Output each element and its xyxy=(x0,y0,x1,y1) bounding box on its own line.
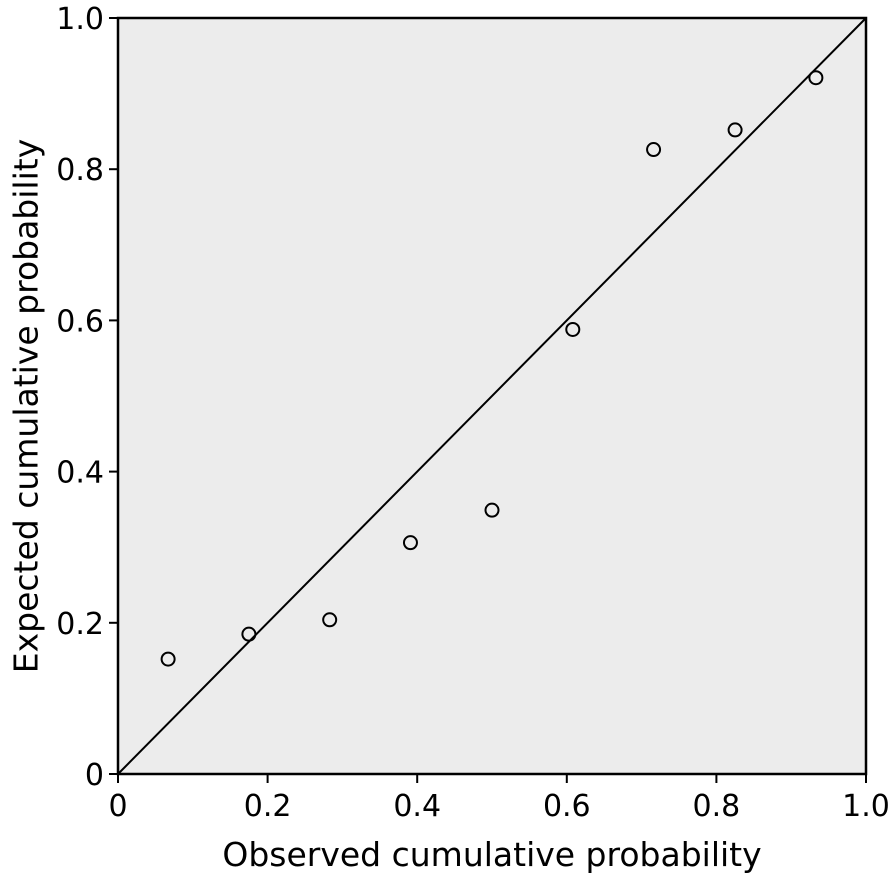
data-point-6 xyxy=(565,321,581,337)
y-tick-label-1: 0.2 xyxy=(56,607,104,642)
data-point-1 xyxy=(160,651,176,667)
data-points xyxy=(160,70,824,667)
data-point-9 xyxy=(808,70,824,86)
data-point-2 xyxy=(241,626,257,642)
y-axis: 0 0.2 0.4 0.6 0.8 1.0 xyxy=(56,2,118,793)
y-tick-label-0: 0 xyxy=(85,758,104,793)
data-point-7 xyxy=(646,142,662,158)
y-tick-label-4: 0.8 xyxy=(56,153,104,188)
y-tick-label-3: 0.6 xyxy=(56,304,104,339)
y-tick-label-2: 0.4 xyxy=(56,456,104,491)
x-tick-label-1: 0.2 xyxy=(244,789,292,824)
x-axis: 0 0.2 0.4 0.6 0.8 1.0 xyxy=(108,774,890,824)
data-point-4 xyxy=(402,535,418,551)
x-tick-label-5: 1.0 xyxy=(842,789,890,824)
y-tick-label-5: 1.0 xyxy=(56,2,104,37)
x-axis-title: Observed cumulative probability xyxy=(222,835,761,874)
data-point-5 xyxy=(484,502,500,518)
data-point-8 xyxy=(727,122,743,138)
x-tick-label-0: 0 xyxy=(108,789,127,824)
x-tick-label-3: 0.6 xyxy=(543,789,591,824)
x-tick-label-4: 0.8 xyxy=(693,789,741,824)
y-axis-title: Expected cumulative probability xyxy=(7,139,46,673)
reference-line xyxy=(117,17,867,775)
data-point-3 xyxy=(322,612,338,628)
x-tick-label-2: 0.4 xyxy=(393,789,441,824)
